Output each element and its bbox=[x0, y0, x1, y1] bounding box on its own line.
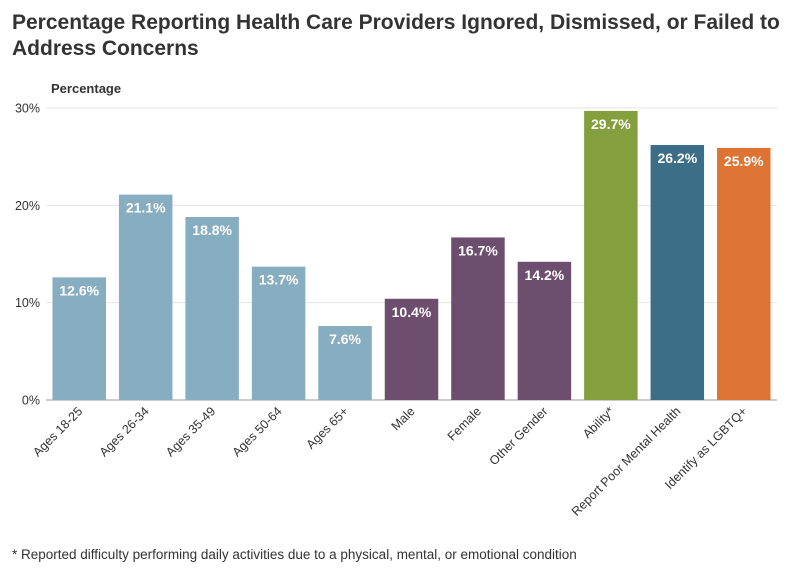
x-tick-label: Female bbox=[445, 404, 484, 443]
bar[interactable] bbox=[384, 298, 439, 400]
bar[interactable] bbox=[251, 266, 306, 400]
y-tick-label: 30% bbox=[15, 102, 40, 116]
data-label: 14.2% bbox=[525, 267, 565, 283]
bar[interactable] bbox=[650, 144, 705, 400]
data-label: 18.8% bbox=[192, 222, 232, 238]
y-tick-label: 10% bbox=[15, 296, 40, 310]
data-label: 7.6% bbox=[329, 331, 361, 347]
bar[interactable] bbox=[717, 147, 771, 400]
data-label: 13.7% bbox=[259, 272, 299, 288]
footnote: * Reported difficulty performing daily a… bbox=[12, 547, 577, 562]
x-tick-label: Ages 35-49 bbox=[163, 404, 218, 459]
bar[interactable] bbox=[584, 110, 638, 401]
bar[interactable] bbox=[451, 237, 505, 400]
y-axis-label: Percentage bbox=[51, 81, 121, 96]
x-tick-label: Male bbox=[389, 404, 418, 433]
y-tick-label: 20% bbox=[15, 199, 40, 213]
x-tick-label: Ages 65+ bbox=[304, 404, 351, 451]
x-tick-label: Ability* bbox=[580, 404, 617, 441]
x-tick-label: Ages 18-25 bbox=[30, 404, 85, 459]
data-label: 12.6% bbox=[59, 282, 99, 298]
data-label: 26.2% bbox=[657, 150, 697, 166]
x-tick-label: Other Gender bbox=[487, 404, 551, 468]
y-tick-label: 0% bbox=[22, 394, 40, 408]
data-label: 25.9% bbox=[724, 153, 764, 169]
data-label: 29.7% bbox=[591, 116, 631, 132]
data-label: 16.7% bbox=[458, 242, 498, 258]
chart-title: Percentage Reporting Health Care Provide… bbox=[12, 11, 780, 60]
bar[interactable] bbox=[185, 217, 239, 400]
data-label: 10.4% bbox=[392, 304, 432, 320]
bar[interactable] bbox=[118, 194, 173, 400]
bar[interactable] bbox=[517, 261, 572, 400]
bar[interactable] bbox=[52, 277, 106, 400]
x-tick-label: Report Poor Mental Health bbox=[569, 404, 684, 519]
data-label: 21.1% bbox=[126, 200, 166, 216]
x-tick-label: Ages 26-34 bbox=[97, 404, 152, 459]
bar[interactable] bbox=[318, 326, 372, 400]
x-tick-label: Ages 50-64 bbox=[230, 404, 285, 459]
